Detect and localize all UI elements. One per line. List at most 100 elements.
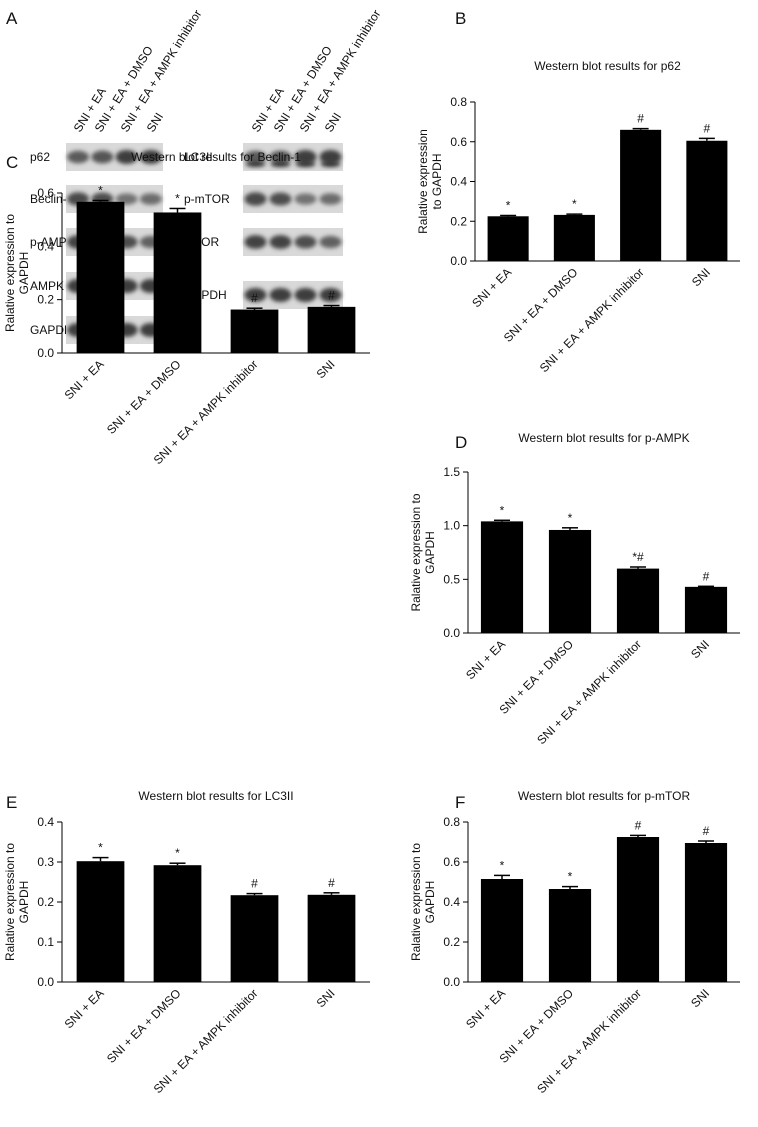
- y-tick-label: 0.4: [37, 815, 54, 829]
- y-tick-label: 0.4: [37, 239, 54, 253]
- blot-band: [91, 150, 114, 164]
- y-tick-label: 0.2: [443, 935, 460, 949]
- y-axis-label: Ralative expression: [416, 129, 430, 234]
- blot-band: [294, 288, 317, 302]
- panel-label: B: [455, 9, 466, 28]
- chart-title: Western blot results for p62: [534, 59, 681, 73]
- x-tick-label: SNI + EA: [463, 637, 508, 682]
- bar: [487, 216, 529, 261]
- x-tick-label: SNI + EA + DMSO: [104, 986, 184, 1066]
- y-tick-label: 0.2: [450, 214, 467, 228]
- significance-marker: *: [98, 183, 103, 197]
- bar: [686, 140, 728, 261]
- error-bar: [500, 214, 517, 217]
- x-tick-label: SNI + EA: [62, 986, 107, 1031]
- error-bar: [323, 892, 340, 895]
- error-bar: [494, 874, 510, 879]
- blot-band: [270, 161, 291, 167]
- significance-marker: #: [251, 291, 258, 305]
- x-tick-label: SNI: [314, 986, 338, 1010]
- bar: [548, 529, 592, 633]
- blot-band: [295, 161, 316, 167]
- error-bar: [562, 885, 578, 889]
- significance-marker: #: [328, 876, 335, 890]
- chart-title: Western blot results for LC3II: [138, 789, 293, 803]
- chart-title: Western blot results for Beclin-1: [131, 150, 301, 164]
- error-bar: [246, 307, 263, 310]
- bar: [230, 895, 279, 982]
- significance-marker: *: [500, 858, 505, 872]
- x-tick-label: SNI: [689, 265, 713, 289]
- error-bar: [562, 527, 578, 530]
- error-bar: [92, 856, 109, 862]
- y-tick-label: 0.0: [37, 975, 54, 989]
- error-bar: [698, 840, 714, 843]
- bar: [548, 889, 592, 982]
- x-tick-label: SNI + EA: [463, 986, 508, 1031]
- error-bar: [494, 519, 510, 522]
- y-tick-label: 0.6: [443, 855, 460, 869]
- blot-row-label: p-mTOR: [184, 192, 230, 206]
- y-tick-label: 0.3: [37, 855, 54, 869]
- significance-marker: *: [175, 191, 180, 205]
- significance-marker: *: [98, 841, 103, 855]
- blot-row-label: p62: [30, 150, 50, 164]
- x-tick-label: SNI + EA + DMSO: [104, 357, 184, 437]
- y-tick-label: 0.0: [37, 346, 54, 360]
- bar: [230, 309, 279, 353]
- error-bar: [630, 834, 646, 837]
- y-axis-label: Ralative expression to: [409, 493, 423, 611]
- blot-band: [319, 235, 342, 249]
- bar: [307, 894, 356, 982]
- blot-band: [244, 192, 267, 206]
- blot-row-label: p-AMPK: [30, 235, 75, 249]
- y-tick-label: 0.0: [443, 626, 460, 640]
- x-tick-label: SNI + EA + DMSO: [496, 986, 576, 1066]
- x-tick-label: SNI + EA: [469, 265, 514, 310]
- y-axis-label: GAPDH: [17, 252, 31, 295]
- significance-marker: #: [251, 877, 258, 891]
- y-tick-label: 0.1: [37, 935, 54, 949]
- panel-label: C: [6, 153, 18, 172]
- x-tick-label: SNI + EA + DMSO: [496, 637, 576, 717]
- error-bar: [630, 566, 646, 569]
- significance-marker: #: [635, 818, 642, 832]
- bar: [684, 586, 728, 633]
- bar: [616, 568, 660, 633]
- bar: [76, 201, 125, 353]
- error-bar: [246, 892, 263, 896]
- significance-marker: *: [500, 503, 505, 517]
- y-tick-label: 0.8: [450, 95, 467, 109]
- blot-band: [245, 161, 266, 167]
- y-tick-label: 0.0: [443, 975, 460, 989]
- y-tick-label: 0.8: [443, 815, 460, 829]
- y-axis-label: Ralative expression to: [3, 843, 17, 961]
- y-tick-label: 0.6: [37, 186, 54, 200]
- error-bar: [566, 213, 583, 215]
- blot-band: [244, 150, 267, 164]
- bar: [620, 129, 662, 261]
- x-tick-label: SNI: [688, 986, 712, 1010]
- blot-band: [319, 150, 342, 164]
- x-tick-label: SNI + EA: [62, 357, 107, 402]
- blot-band: [294, 235, 317, 249]
- y-tick-label: 0.5: [443, 572, 460, 586]
- y-axis-label: GAPDH: [17, 881, 31, 924]
- blot-row-label: Beclin-1: [30, 192, 74, 206]
- bar: [480, 521, 524, 633]
- blot-column-label: SNI: [144, 110, 166, 134]
- x-tick-label: SNI: [688, 637, 712, 661]
- blot-band: [244, 288, 267, 302]
- error-bar: [169, 207, 186, 213]
- blot-band: [269, 288, 292, 302]
- significance-marker: #: [703, 824, 710, 838]
- significance-marker: *: [506, 198, 511, 212]
- bar: [76, 861, 125, 982]
- y-axis-label: GAPDH: [423, 531, 437, 574]
- blot-band: [269, 235, 292, 249]
- error-bar: [632, 127, 649, 130]
- blot-band: [269, 150, 292, 164]
- bar: [307, 306, 356, 353]
- error-bar: [698, 137, 715, 141]
- blot-band: [139, 150, 162, 164]
